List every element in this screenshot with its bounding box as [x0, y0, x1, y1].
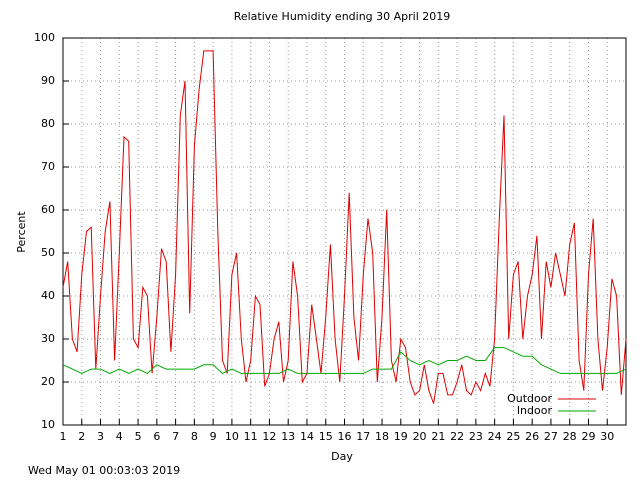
- x-tick-label: 13: [281, 430, 295, 443]
- x-tick-label: 3: [97, 430, 104, 443]
- x-tick-label: 18: [375, 430, 389, 443]
- x-tick-label: 10: [225, 430, 239, 443]
- x-tick-label: 9: [210, 430, 217, 443]
- x-tick-label: 11: [244, 430, 258, 443]
- x-tick-label: 8: [191, 430, 198, 443]
- y-tick-label: 80: [41, 117, 55, 130]
- x-tick-label: 12: [262, 430, 276, 443]
- x-tick-label: 1: [60, 430, 67, 443]
- x-tick-label: 5: [135, 430, 142, 443]
- series-line: [62, 50, 627, 404]
- y-tick-label: 10: [41, 418, 55, 431]
- x-tick-label: 30: [600, 430, 614, 443]
- y-tick-label: 20: [41, 375, 55, 388]
- x-tick-label: 23: [469, 430, 483, 443]
- x-tick-label: 22: [450, 430, 464, 443]
- x-tick-label: 26: [525, 430, 539, 443]
- x-tick-label: 28: [563, 430, 577, 443]
- y-tick-label: 60: [41, 203, 55, 216]
- x-tick-label: 19: [394, 430, 408, 443]
- legend-label: Outdoor: [507, 392, 552, 405]
- x-tick-label: 16: [338, 430, 352, 443]
- y-tick-label: 30: [41, 332, 55, 345]
- y-tick-label: 70: [41, 160, 55, 173]
- x-tick-label: 25: [506, 430, 520, 443]
- x-tick-label: 27: [544, 430, 558, 443]
- y-axis-label: Percent: [15, 211, 28, 253]
- plot-frame: [62, 37, 627, 426]
- x-tick-label: 14: [300, 430, 314, 443]
- x-tick-label: 2: [78, 430, 85, 443]
- y-tick-label: 40: [41, 289, 55, 302]
- x-tick-label: 4: [116, 430, 123, 443]
- footer: Wed May 01 00:03:03 2019: [28, 464, 180, 477]
- x-tick-label: 17: [356, 430, 370, 443]
- x-tick-label: 6: [153, 430, 160, 443]
- legend-label: Indoor: [517, 404, 553, 417]
- y-tick-label: 50: [41, 246, 55, 259]
- x-tick-label: 24: [488, 430, 502, 443]
- chart-title: Relative Humidity ending 30 April 2019: [234, 10, 451, 23]
- x-tick-label: 15: [319, 430, 333, 443]
- y-tick-label: 90: [41, 74, 55, 87]
- x-tick-label: 21: [431, 430, 445, 443]
- x-tick-label: 29: [581, 430, 595, 443]
- x-tick-label: 7: [172, 430, 179, 443]
- x-tick-label: 20: [413, 430, 427, 443]
- y-tick-label: 100: [34, 31, 55, 44]
- x-axis-label: Day: [331, 450, 353, 463]
- series-line: [62, 347, 627, 374]
